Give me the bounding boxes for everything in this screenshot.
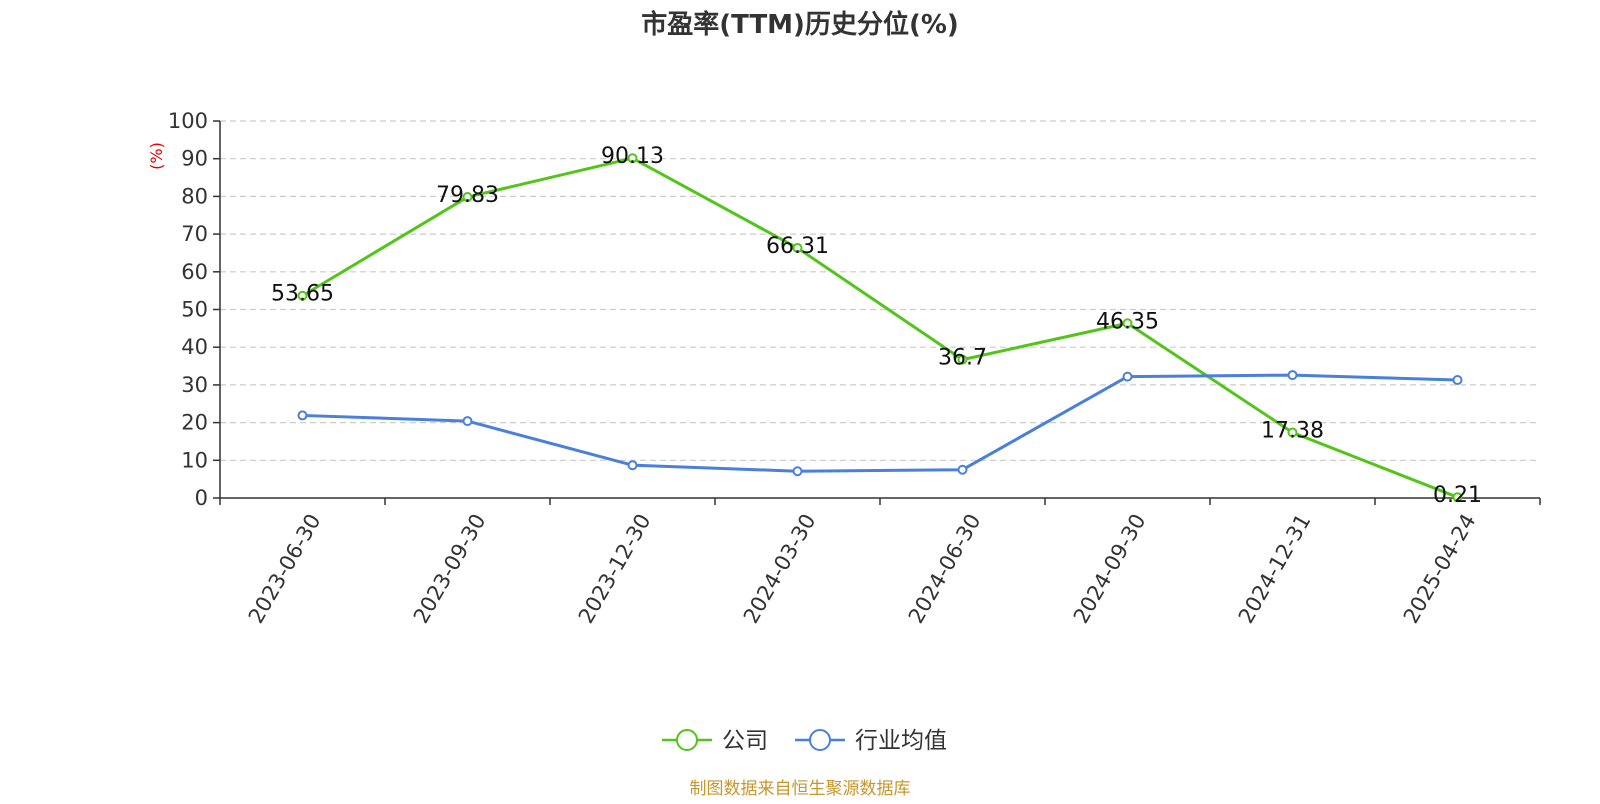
- data-label: 90.13: [601, 144, 664, 169]
- data-label: 0.21: [1433, 483, 1482, 508]
- x-tick-label: 2023-09-30: [409, 510, 491, 628]
- data-label: 46.35: [1096, 309, 1159, 334]
- y-tick-label: 40: [181, 335, 208, 359]
- data-point[interactable]: [792, 466, 803, 477]
- y-tick-label: 10: [181, 448, 208, 472]
- data-point[interactable]: [1452, 374, 1463, 385]
- data-label: 17.38: [1261, 418, 1324, 443]
- x-tick-label: 2025-04-24: [1399, 510, 1481, 628]
- data-point[interactable]: [1287, 427, 1298, 438]
- series: [297, 153, 1463, 503]
- legend-marker-icon: [676, 729, 698, 751]
- legend[interactable]: 公司 行业均值: [662, 728, 947, 754]
- data-label: 79.83: [436, 183, 499, 208]
- series-line: [302, 373, 1458, 473]
- x-tick-label: 2024-12-31: [1234, 510, 1316, 628]
- x-tick-label: 2024-06-30: [904, 510, 986, 628]
- source-note: 制图数据来自恒生聚源数据库: [690, 779, 911, 799]
- legend-label: 行业均值: [855, 728, 947, 754]
- y-tick-label: 60: [181, 260, 208, 284]
- legend-item[interactable]: 行业均值: [795, 728, 947, 754]
- x-tick-label: 2024-03-30: [739, 510, 821, 628]
- data-point[interactable]: [1122, 371, 1133, 382]
- y-axis-label: (%): [147, 142, 166, 170]
- grid-lines: [220, 120, 1540, 461]
- x-tick-label: 2023-12-30: [574, 510, 656, 628]
- data-point[interactable]: [462, 416, 473, 427]
- y-tick-label: 20: [181, 411, 208, 435]
- y-tick-label: 30: [181, 373, 208, 397]
- legend-label: 公司: [722, 728, 768, 754]
- data-point[interactable]: [627, 460, 638, 471]
- x-tick-label: 2024-09-30: [1069, 510, 1151, 628]
- data-point[interactable]: [297, 410, 308, 421]
- y-tick-label: 70: [181, 222, 208, 246]
- data-point[interactable]: [1287, 370, 1298, 381]
- x-tick-label: 2023-06-30: [244, 510, 326, 628]
- data-point[interactable]: [1452, 492, 1463, 503]
- y-tick-label: 90: [181, 147, 208, 171]
- data-point[interactable]: [957, 464, 968, 475]
- y-tick-label: 0: [195, 486, 208, 510]
- data-labels: 53.65 79.83 90.13 66.31 36.7 46.35 17.38 0.21: [271, 144, 1482, 508]
- legend-marker-icon: [809, 729, 831, 751]
- data-point[interactable]: [462, 192, 473, 203]
- data-point[interactable]: [957, 354, 968, 365]
- y-tick-label: 100: [168, 109, 208, 133]
- data-label: 66.31: [766, 234, 829, 259]
- series-line: [301, 156, 1459, 499]
- y-tick-label: 50: [181, 298, 208, 322]
- y-tick-label: 80: [181, 184, 208, 208]
- legend-item[interactable]: 公司: [662, 728, 768, 754]
- data-point[interactable]: [1122, 318, 1133, 329]
- data-point[interactable]: [792, 243, 803, 254]
- data-label: 36.7: [938, 346, 987, 371]
- axes: 0 10 20 30 40 50 60 70 80 90 100 2023-06-30 2023-09-…: [168, 109, 1541, 628]
- data-label: 53.65: [271, 282, 334, 307]
- chart-title: 市盈率(TTM)历史分位(%): [641, 9, 959, 40]
- data-point[interactable]: [627, 153, 638, 164]
- data-point[interactable]: [297, 290, 308, 301]
